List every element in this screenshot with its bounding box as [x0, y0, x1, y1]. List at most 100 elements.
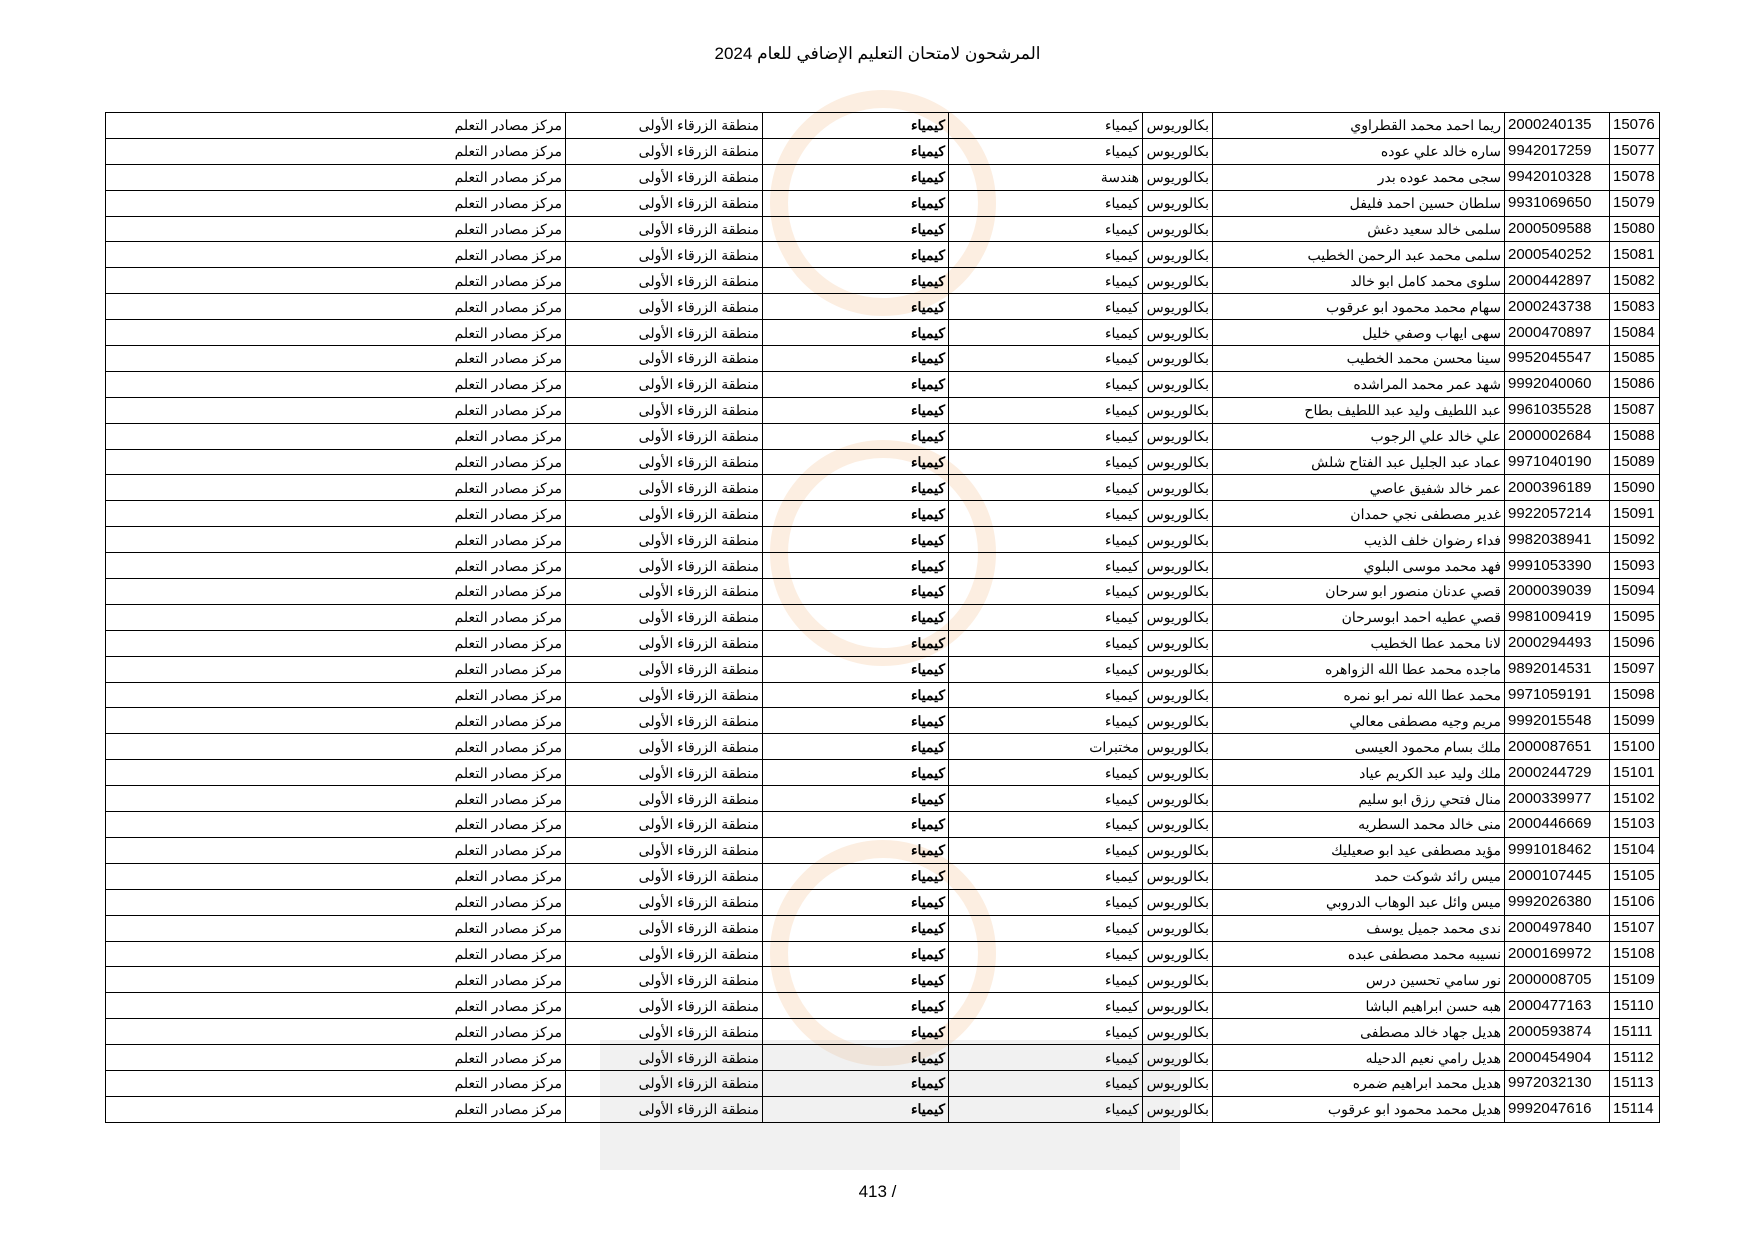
name-cell: سهى ايهاب وصفي خليل	[1212, 319, 1505, 347]
center-cell: مركز مصادر التعلم	[105, 422, 566, 450]
seq-cell: 15107	[1609, 914, 1660, 942]
seq-cell: 15105	[1609, 862, 1660, 890]
region-cell: منطقة الزرقاء الأولى	[565, 163, 763, 191]
region-cell: منطقة الزرقاء الأولى	[565, 629, 763, 657]
region-cell: منطقة الزرقاء الأولى	[565, 267, 763, 295]
center-cell: مركز مصادر التعلم	[105, 681, 566, 709]
specialization-cell: كيمياء	[948, 422, 1143, 450]
table-row: 15104 9991018462 مؤيد مصطفى عيد ابو صعيليك…	[105, 836, 1660, 864]
degree-cell: بكالوريوس	[1142, 526, 1213, 554]
national-id-cell: 9991018462	[1504, 836, 1610, 864]
national-id-cell: 9981009419	[1504, 603, 1610, 631]
specialization-cell: كيمياء	[948, 552, 1143, 580]
center-cell: مركز مصادر التعلم	[105, 396, 566, 424]
center-cell: مركز مصادر التعلم	[105, 1069, 566, 1097]
center-cell: مركز مصادر التعلم	[105, 811, 566, 838]
subject-cell: كيمياء	[762, 1069, 949, 1097]
national-id-cell: 9992015548	[1504, 707, 1610, 735]
center-cell: مركز مصادر التعلم	[105, 707, 566, 735]
degree-cell: بكالوريوس	[1142, 345, 1213, 372]
region-cell: منطقة الزرقاء الأولى	[565, 526, 763, 554]
subject-cell: كيمياء	[762, 785, 949, 813]
name-cell: هديل رامي نعيم الدحيله	[1212, 1044, 1505, 1071]
region-cell: منطقة الزرقاء الأولى	[565, 888, 763, 916]
specialization-cell: كيمياء	[948, 319, 1143, 347]
national-id-cell: 2000002684	[1504, 422, 1610, 450]
degree-cell: بكالوريوس	[1142, 1018, 1213, 1046]
center-cell: مركز مصادر التعلم	[105, 370, 566, 398]
degree-cell: بكالوريوس	[1142, 163, 1213, 191]
specialization-cell: كيمياء	[948, 940, 1143, 968]
table-row: 15105 2000107445 ميس رائد شوكت حمد بكالوريو…	[105, 862, 1660, 890]
national-id-cell: 9991053390	[1504, 552, 1610, 580]
specialization-cell: كيمياء	[948, 629, 1143, 657]
seq-cell: 15081	[1609, 241, 1660, 269]
specialization-cell: كيمياء	[948, 888, 1143, 916]
subject-cell: كيمياء	[762, 189, 949, 217]
national-id-cell: 2000497840	[1504, 914, 1610, 942]
national-id-cell: 9931069650	[1504, 189, 1610, 217]
subject-cell: كيمياء	[762, 319, 949, 347]
seq-cell: 15078	[1609, 163, 1660, 191]
seq-cell: 15106	[1609, 888, 1660, 916]
specialization-cell: كيمياء	[948, 862, 1143, 890]
center-cell: مركز مصادر التعلم	[105, 1095, 566, 1123]
table-row: 15097 9892014531 ماجده محمد عطا الله الزوا…	[105, 655, 1660, 683]
seq-cell: 15114	[1609, 1095, 1660, 1123]
region-cell: منطقة الزرقاء الأولى	[565, 112, 763, 139]
subject-cell: كيمياء	[762, 1095, 949, 1123]
table-row: 15079 9931069650 سلطان حسين احمد فليفل بكال…	[105, 189, 1660, 217]
national-id-cell: 9942017259	[1504, 137, 1610, 165]
center-cell: مركز مصادر التعلم	[105, 629, 566, 657]
subject-cell: كيمياء	[762, 862, 949, 890]
table-row: 15089 9971040190 عماد عبد الجليل عبد الفتا…	[105, 448, 1660, 476]
table-row: 15111 2000593874 هديل جهاد خالد مصطفى بكالو…	[105, 1018, 1660, 1046]
degree-cell: بكالوريوس	[1142, 862, 1213, 890]
subject-cell: كيمياء	[762, 966, 949, 994]
degree-cell: بكالوريوس	[1142, 293, 1213, 321]
center-cell: مركز مصادر التعلم	[105, 500, 566, 528]
center-cell: مركز مصادر التعلم	[105, 345, 566, 372]
seq-cell: 15088	[1609, 422, 1660, 450]
table-row: 15100 2000087651 ملك بسام محمود العيسى بكال…	[105, 733, 1660, 761]
national-id-cell: 2000240135	[1504, 112, 1610, 139]
seq-cell: 15108	[1609, 940, 1660, 968]
specialization-cell: كيمياء	[948, 681, 1143, 709]
degree-cell: بكالوريوس	[1142, 733, 1213, 761]
name-cell: ساره خالد علي عوده	[1212, 137, 1505, 165]
national-id-cell: 9922057214	[1504, 500, 1610, 528]
table-row: 15083 2000243738 سهام محمد محمود ابو عرقوب…	[105, 293, 1660, 321]
name-cell: هديل محمد ابراهيم ضمره	[1212, 1069, 1505, 1097]
subject-cell: كيمياء	[762, 603, 949, 631]
center-cell: مركز مصادر التعلم	[105, 733, 566, 761]
center-cell: مركز مصادر التعلم	[105, 267, 566, 295]
seq-cell: 15082	[1609, 267, 1660, 295]
region-cell: منطقة الزرقاء الأولى	[565, 707, 763, 735]
degree-cell: بكالوريوس	[1142, 500, 1213, 528]
seq-cell: 15085	[1609, 345, 1660, 372]
degree-cell: بكالوريوس	[1142, 811, 1213, 838]
degree-cell: بكالوريوس	[1142, 1069, 1213, 1097]
degree-cell: بكالوريوس	[1142, 940, 1213, 968]
specialization-cell: كيمياء	[948, 655, 1143, 683]
seq-cell: 15084	[1609, 319, 1660, 347]
name-cell: فهد محمد موسى البلوي	[1212, 552, 1505, 580]
region-cell: منطقة الزرقاء الأولى	[565, 811, 763, 838]
seq-cell: 15077	[1609, 137, 1660, 165]
degree-cell: بكالوريوس	[1142, 241, 1213, 269]
name-cell: نور سامي تحسين درس	[1212, 966, 1505, 994]
name-cell: غدير مصطفى نجي حمدان	[1212, 500, 1505, 528]
seq-cell: 15103	[1609, 811, 1660, 838]
specialization-cell: كيمياء	[948, 137, 1143, 165]
center-cell: مركز مصادر التعلم	[105, 836, 566, 864]
center-cell: مركز مصادر التعلم	[105, 785, 566, 813]
national-id-cell: 9982038941	[1504, 526, 1610, 554]
subject-cell: كيمياء	[762, 888, 949, 916]
subject-cell: كيمياء	[762, 474, 949, 502]
name-cell: نسيبه محمد مصطفى عبده	[1212, 940, 1505, 968]
national-id-cell: 9992040060	[1504, 370, 1610, 398]
national-id-cell: 2000008705	[1504, 966, 1610, 994]
national-id-cell: 2000169972	[1504, 940, 1610, 968]
region-cell: منطقة الزرقاء الأولى	[565, 137, 763, 165]
region-cell: منطقة الزرقاء الأولى	[565, 189, 763, 217]
